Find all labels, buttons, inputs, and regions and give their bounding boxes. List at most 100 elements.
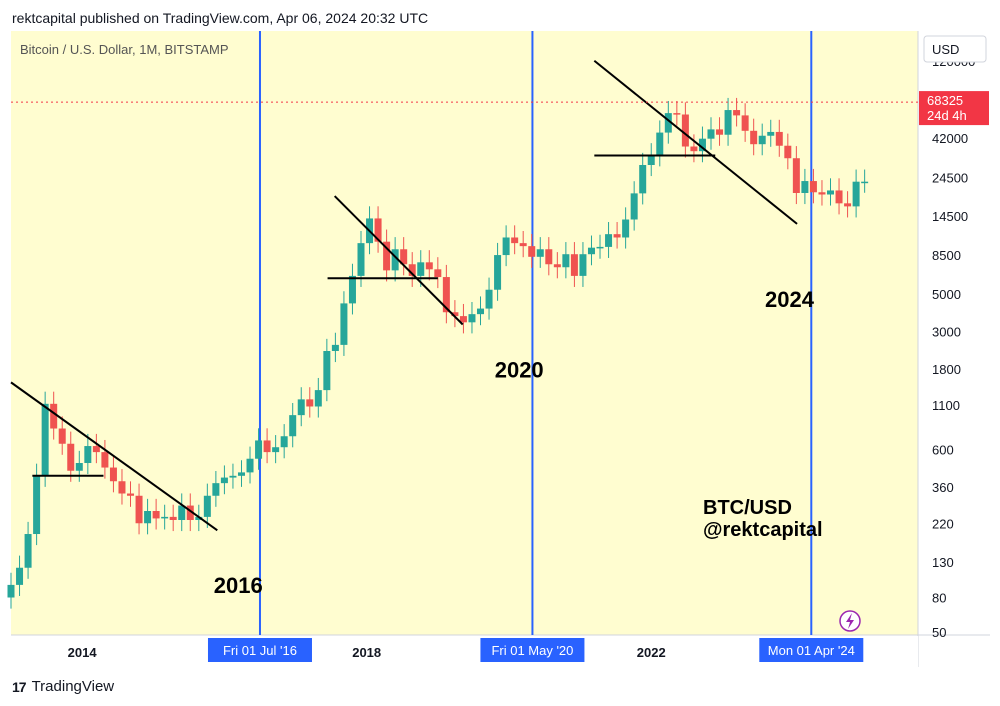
price-tick-label: 80 — [932, 591, 946, 606]
candle — [391, 237, 399, 282]
trendlines — [10, 59, 798, 532]
price-tick-label: 1100 — [932, 398, 960, 413]
candle — [827, 178, 835, 206]
time-tick-label: 2022 — [637, 645, 666, 660]
candle — [562, 242, 570, 279]
candle — [664, 100, 672, 144]
candle — [809, 168, 817, 204]
candle — [647, 143, 655, 177]
candle — [50, 391, 58, 440]
marker-flag-label: Fri 01 Jul '16 — [223, 643, 297, 658]
time-tick-label: 2014 — [68, 645, 98, 660]
price-tick-label: 42000 — [932, 131, 968, 146]
price-tick-label: 5000 — [932, 287, 961, 302]
candle — [579, 242, 587, 287]
candle — [605, 222, 613, 258]
candle — [84, 433, 92, 475]
candle — [212, 471, 220, 507]
candle — [673, 100, 681, 126]
candle — [451, 300, 459, 328]
candle — [263, 428, 271, 464]
candle — [400, 237, 408, 276]
tradingview-brand-label: TradingView — [31, 678, 115, 695]
price-tick-label: 130 — [932, 555, 954, 570]
price-tick-label: 3000 — [932, 325, 961, 340]
price-tick-label: 360 — [932, 480, 954, 495]
trendline-0[interactable] — [10, 381, 218, 532]
price-axis-background — [918, 31, 990, 635]
candle — [340, 291, 348, 356]
tradingview-brand[interactable]: 17 TradingView — [12, 678, 114, 695]
year-annotations: 2016 2020 2024 — [214, 287, 815, 598]
candle — [331, 332, 339, 363]
candle — [169, 504, 177, 532]
candle — [741, 103, 749, 142]
candle — [767, 119, 775, 147]
price-tick-label: 50 — [932, 625, 946, 640]
candle — [511, 225, 519, 255]
candle — [613, 222, 621, 249]
year-annotation-0: 2016 — [214, 573, 263, 598]
candle — [716, 117, 724, 146]
candle — [272, 435, 280, 464]
candle — [477, 296, 485, 326]
candle — [630, 181, 638, 231]
candle — [792, 146, 800, 205]
candle — [314, 377, 322, 418]
candle — [152, 498, 160, 530]
candle — [186, 493, 194, 532]
candle — [383, 229, 391, 282]
marker-flag-0[interactable]: Fri 01 Jul '16 — [207, 638, 312, 662]
last-price-tag: 68325 24d 4h — [919, 91, 989, 126]
candle — [733, 97, 741, 127]
candle — [758, 123, 766, 156]
candle — [852, 169, 860, 218]
price-tick-label: 8500 — [932, 248, 961, 263]
marker-flags: Fri 01 Jul '16 Fri 01 May '20 Mon 01 Apr '… — [207, 638, 864, 662]
last-price-countdown: 24d 4h — [927, 108, 967, 123]
candle — [220, 465, 228, 495]
candle — [724, 97, 732, 146]
candle — [681, 102, 689, 158]
marker-flag-1[interactable]: Fri 01 May '20 — [480, 638, 585, 662]
candle — [348, 263, 356, 315]
watermark-line-1: BTC/USD — [703, 497, 792, 519]
marker-flag-2[interactable]: Mon 01 Apr '24 — [759, 638, 864, 662]
candle — [118, 469, 126, 505]
candle — [485, 277, 493, 320]
candle — [801, 168, 809, 205]
candle — [297, 387, 305, 427]
price-tick-label: 14500 — [932, 209, 968, 224]
candle — [408, 252, 416, 287]
year-annotation-1: 2020 — [495, 358, 544, 383]
candle — [545, 237, 553, 276]
currency-button[interactable]: USD — [923, 35, 987, 63]
candle — [58, 416, 66, 455]
price-chart[interactable]: 1200004200024500145008500500030001800110… — [0, 0, 1000, 670]
trendline-4[interactable] — [593, 59, 798, 225]
candle — [7, 572, 15, 609]
price-tick-label: 1800 — [932, 362, 961, 377]
candle — [24, 521, 32, 579]
candle — [374, 206, 382, 253]
candle — [519, 230, 527, 258]
candle — [459, 303, 467, 334]
candle — [844, 191, 852, 218]
candle — [784, 133, 792, 170]
candle — [101, 439, 109, 479]
candle — [442, 264, 450, 324]
candle — [280, 424, 288, 459]
candle — [323, 338, 331, 402]
candle — [127, 481, 135, 507]
candle — [255, 428, 263, 470]
candle — [494, 242, 502, 301]
vertical-markers — [258, 31, 813, 635]
year-annotation-2: 2024 — [765, 287, 815, 312]
plot-background — [11, 31, 918, 635]
candle — [434, 257, 442, 289]
trendline-2[interactable] — [333, 195, 464, 326]
lightning-icon[interactable] — [839, 610, 861, 632]
candle — [203, 483, 211, 528]
candle — [656, 120, 664, 167]
time-axis-ticks: 2014 2018 2022 — [68, 645, 666, 660]
